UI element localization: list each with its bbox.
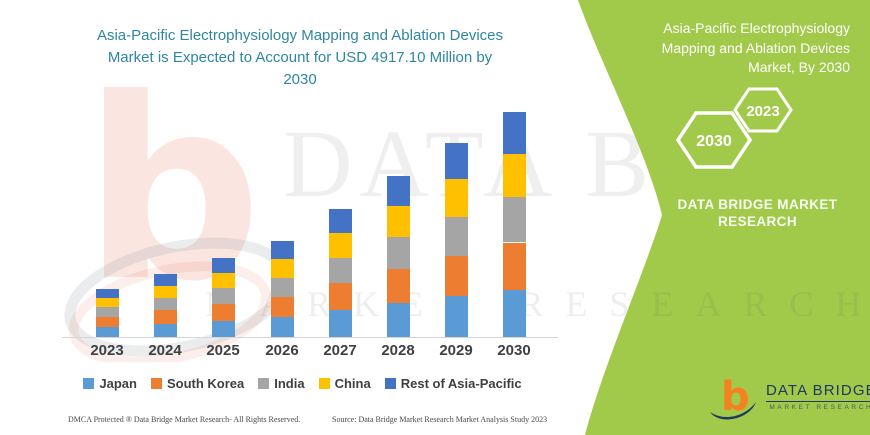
legend-swatch-rest-of-asia-pacific xyxy=(384,378,396,389)
panel-title-line2: Mapping and Ablation Devices xyxy=(661,39,850,56)
bar-segment-rest-of-asia-pacific-2024 xyxy=(153,273,177,286)
bar-segment-japan-2030 xyxy=(502,289,526,337)
panel-title-line1: Asia-Pacific Electrophysiology xyxy=(663,20,850,36)
bar-segment-south-korea-2024 xyxy=(153,310,177,324)
x-axis-label-2023: 2023 xyxy=(90,342,124,359)
bar-segment-south-korea-2028 xyxy=(386,269,410,304)
bar-segment-china-2030 xyxy=(502,153,526,198)
logo-text-sub: MARKET RESEARCH xyxy=(769,404,870,411)
x-axis-label-2027: 2027 xyxy=(323,342,357,359)
bar-segment-japan-2027 xyxy=(328,310,352,337)
bar-segment-south-korea-2026 xyxy=(270,296,294,317)
legend-item-japan: Japan xyxy=(83,376,137,391)
bar-segment-india-2023 xyxy=(95,307,119,317)
legend-swatch-south-korea xyxy=(150,378,162,389)
legend-item-south-korea: South Korea xyxy=(150,376,245,391)
legend-item-china: China xyxy=(318,376,371,391)
bar-segment-china-2029 xyxy=(444,179,468,217)
bar-segment-rest-of-asia-pacific-2029 xyxy=(444,143,468,180)
logo-text-main: DATA BRIDGE xyxy=(766,382,870,402)
bar-segment-india-2030 xyxy=(502,197,526,243)
legend-swatch-china xyxy=(318,378,330,389)
x-axis-label-2026: 2026 xyxy=(265,342,299,359)
bar-segment-india-2025 xyxy=(211,288,235,304)
bar-segment-china-2023 xyxy=(95,297,119,308)
legend-label-japan: Japan xyxy=(99,376,137,391)
x-axis-label-2029: 2029 xyxy=(439,342,473,359)
x-axis-line xyxy=(62,337,558,338)
bar-segment-rest-of-asia-pacific-2030 xyxy=(502,112,526,154)
bar-segment-china-2028 xyxy=(386,205,410,238)
bar-segment-japan-2023 xyxy=(95,326,119,337)
chart-title-line3: 2030 xyxy=(283,71,317,88)
bar-segment-south-korea-2023 xyxy=(95,316,119,327)
bar-segment-india-2024 xyxy=(153,297,177,311)
bar-segment-china-2027 xyxy=(328,232,352,258)
legend-item-india: India xyxy=(258,376,305,391)
x-axis-label-2028: 2028 xyxy=(381,342,415,359)
green-panel-shape xyxy=(578,0,870,435)
bar-segment-japan-2029 xyxy=(444,296,468,337)
footer-source: Source: Data Bridge Market Research Mark… xyxy=(332,415,548,424)
watermark-ring-red-icon xyxy=(68,261,272,362)
legend-label-south-korea: South Korea xyxy=(166,376,245,391)
legend-label-china: China xyxy=(334,376,371,391)
databridge-logo-icon: b xyxy=(710,376,756,420)
bar-segment-japan-2025 xyxy=(211,320,235,337)
bar-segment-rest-of-asia-pacific-2028 xyxy=(386,176,410,206)
logo-wordmark: DATA BRIDGE MARKET RESEARCH xyxy=(766,382,870,411)
bar-segment-south-korea-2025 xyxy=(211,303,235,321)
bar-segment-rest-of-asia-pacific-2027 xyxy=(328,209,352,233)
bar-segment-south-korea-2030 xyxy=(502,242,526,290)
bar-segment-rest-of-asia-pacific-2025 xyxy=(211,258,235,273)
x-axis-label-2024: 2024 xyxy=(148,342,182,359)
panel-brand-line1: DATA BRIDGE MARKET xyxy=(677,197,838,212)
bar-segment-south-korea-2027 xyxy=(328,283,352,311)
bar-segment-china-2024 xyxy=(153,285,177,298)
chart-title: Asia-Pacific Electrophysiology Mapping a… xyxy=(55,25,545,91)
legend-label-india: India xyxy=(274,376,305,391)
bar-segment-rest-of-asia-pacific-2023 xyxy=(95,288,119,298)
watermark-text-row2: MARKET RESEARCH xyxy=(205,284,870,324)
footer-copyright: DMCA Protected ® Data Bridge Market Rese… xyxy=(68,415,301,424)
hexagon-2023-icon xyxy=(733,87,793,133)
bar-segment-japan-2026 xyxy=(270,316,294,337)
bar-segment-india-2026 xyxy=(270,277,294,297)
panel-title-line3: Market, By 2030 xyxy=(748,59,850,75)
legend-swatch-japan xyxy=(83,378,95,389)
bar-segment-south-korea-2029 xyxy=(444,255,468,297)
bar-segment-japan-2024 xyxy=(153,323,177,337)
bar-segment-china-2025 xyxy=(211,272,235,289)
x-axis-label-2030: 2030 xyxy=(497,342,531,359)
hexagon-badges: 2030 2023 xyxy=(675,87,793,169)
hexagon-2030-icon xyxy=(675,111,753,169)
bar-segment-india-2029 xyxy=(444,216,468,256)
bar-segment-rest-of-asia-pacific-2026 xyxy=(270,241,294,259)
chart-title-line1: Asia-Pacific Electrophysiology Mapping a… xyxy=(96,27,504,44)
bar-segment-india-2028 xyxy=(386,237,410,270)
x-axis-label-2025: 2025 xyxy=(206,342,240,359)
hexagon-2030-label: 2030 xyxy=(696,133,732,150)
panel-title: Asia-Pacific Electrophysiology Mapping a… xyxy=(580,19,850,78)
chart-title-line2: Market is Expected to Account for USD 49… xyxy=(107,49,493,66)
chart-legend: Japan South Korea India China Rest of Asia-P… xyxy=(55,376,550,391)
hexagon-2023-label: 2023 xyxy=(746,103,779,120)
legend-swatch-india xyxy=(258,378,270,389)
bar-segment-india-2027 xyxy=(328,257,352,284)
legend-label-rest-of-asia-pacific: Rest of Asia-Pacific xyxy=(400,376,522,391)
bar-segment-china-2026 xyxy=(270,258,294,278)
panel-brand-line2: RESEARCH xyxy=(718,214,797,229)
bar-segment-japan-2028 xyxy=(386,303,410,337)
databridge-logo: b DATA BRIDGE MARKET RESEARCH xyxy=(708,376,870,422)
panel-brand-text: DATA BRIDGE MARKET RESEARCH xyxy=(665,196,850,230)
legend-item-rest-of-asia-pacific: Rest of Asia-Pacific xyxy=(384,376,522,391)
